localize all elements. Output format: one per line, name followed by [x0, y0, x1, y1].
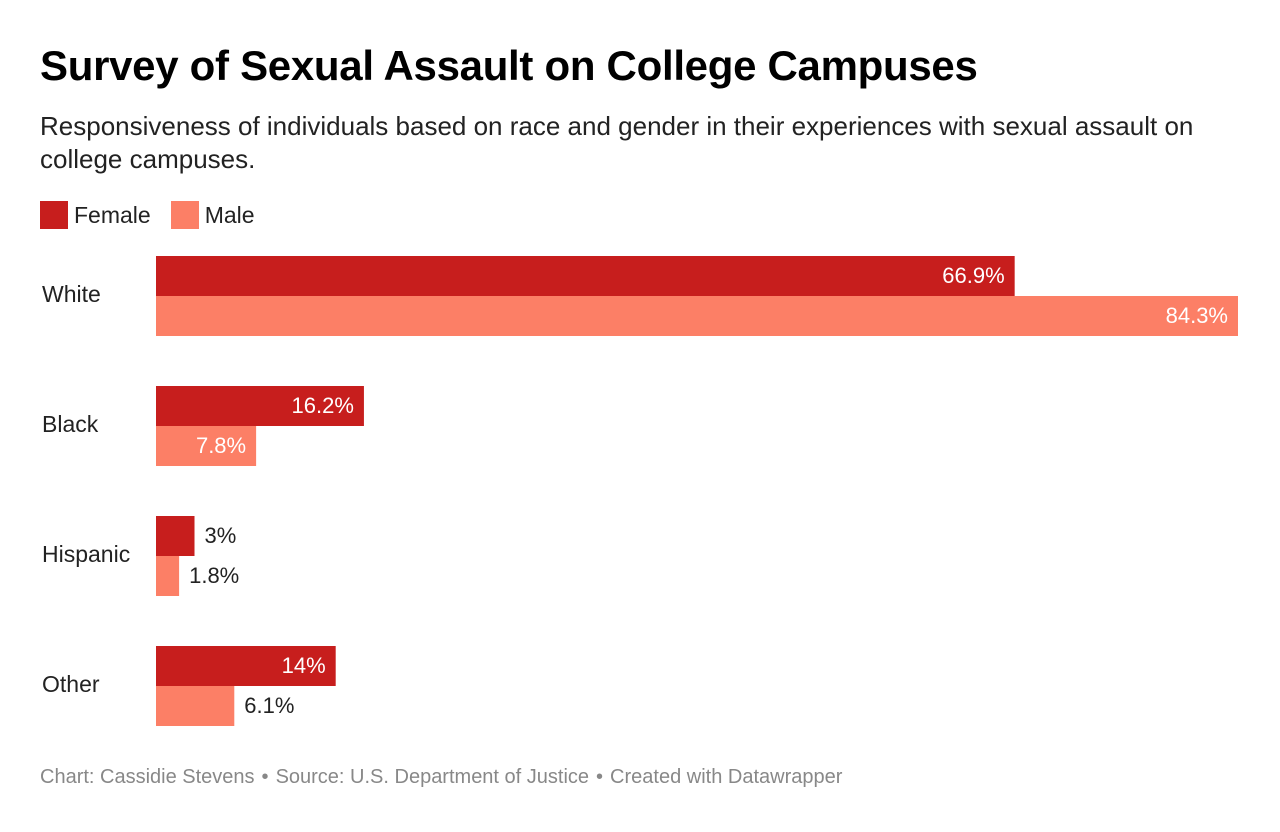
- data-label-female: 3%: [205, 523, 237, 548]
- bar-male: [156, 556, 180, 596]
- data-label-female: 16.2%: [292, 393, 354, 418]
- footer-separator: •: [596, 766, 604, 788]
- created-with: Created with Datawrapper: [610, 766, 843, 788]
- bar-female: [156, 516, 195, 556]
- legend-item-male: Male: [170, 201, 255, 229]
- bar-male: [156, 426, 257, 466]
- chart-subtitle: Responsiveness of individuals based on r…: [40, 111, 1194, 174]
- legend: Female Male: [40, 201, 275, 229]
- data-label-male: 6.1%: [244, 693, 294, 718]
- legend-swatch-female: [40, 201, 68, 229]
- bar-female: [156, 646, 336, 686]
- data-label-female: 66.9%: [942, 263, 1004, 288]
- footer: Chart: Cassidie Stevens • Source: U.S. Dep…: [40, 766, 842, 789]
- bar-male: [156, 686, 235, 726]
- data-label-male: 84.3%: [1166, 303, 1228, 328]
- category-label: Black: [42, 411, 99, 437]
- data-label-male: 7.8%: [196, 433, 246, 458]
- data-label-female: 14%: [282, 653, 326, 678]
- data-label-male: 1.8%: [189, 563, 239, 588]
- chart-credit: Chart: Cassidie Stevens: [40, 766, 255, 788]
- category-label: Other: [42, 671, 100, 697]
- bar-male: [156, 296, 1238, 336]
- legend-label-male: Male: [204, 201, 255, 228]
- category-label: Hispanic: [42, 541, 130, 567]
- bar-female: [156, 256, 1015, 296]
- bar-chart: White 66.9% 84.3% Black 16.2% 7.8% Hispanic 3% 1…: [42, 256, 1238, 726]
- category-label: White: [42, 281, 101, 307]
- footer-separator: •: [261, 766, 269, 788]
- chart-title: Survey of Sexual Assault on College Camp…: [40, 42, 978, 89]
- bar-female: [156, 386, 364, 426]
- legend-swatch-male: [170, 201, 199, 229]
- legend-item-female: Female: [40, 201, 151, 229]
- source-credit: Source: U.S. Department of Justice: [275, 766, 590, 788]
- legend-label-female: Female: [74, 201, 151, 228]
